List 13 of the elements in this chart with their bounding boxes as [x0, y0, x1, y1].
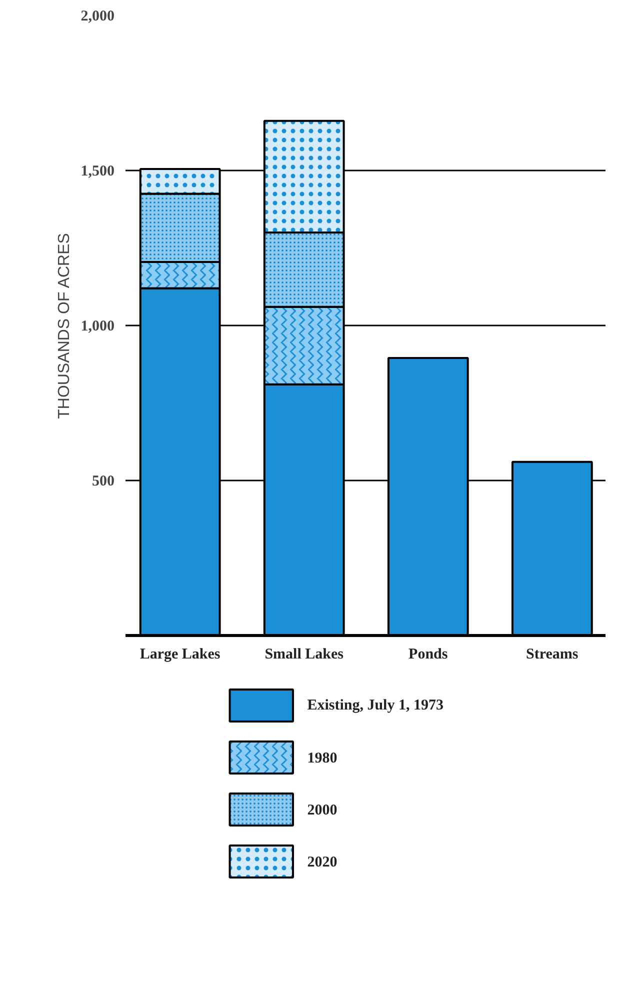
x-tick-label: Streams: [526, 646, 578, 662]
legend-label: 2000: [307, 802, 338, 818]
legend-label: Existing, July 1, 1973: [307, 698, 444, 714]
x-tick-label: Large Lakes: [140, 646, 220, 662]
x-tick-label: Small Lakes: [264, 646, 344, 662]
legend-label: 1980: [307, 750, 338, 766]
y-tick-label: 1,000: [80, 318, 114, 334]
x-tick-label: Ponds: [408, 646, 448, 662]
y-tick-label: 1,500: [80, 164, 114, 180]
y-tick-label: 500: [92, 474, 114, 490]
legend-label: 2020: [307, 854, 338, 870]
y-axis-title: THOUSANDS OF ACRES: [56, 233, 73, 419]
y-tick-label: 2,000: [80, 8, 114, 24]
